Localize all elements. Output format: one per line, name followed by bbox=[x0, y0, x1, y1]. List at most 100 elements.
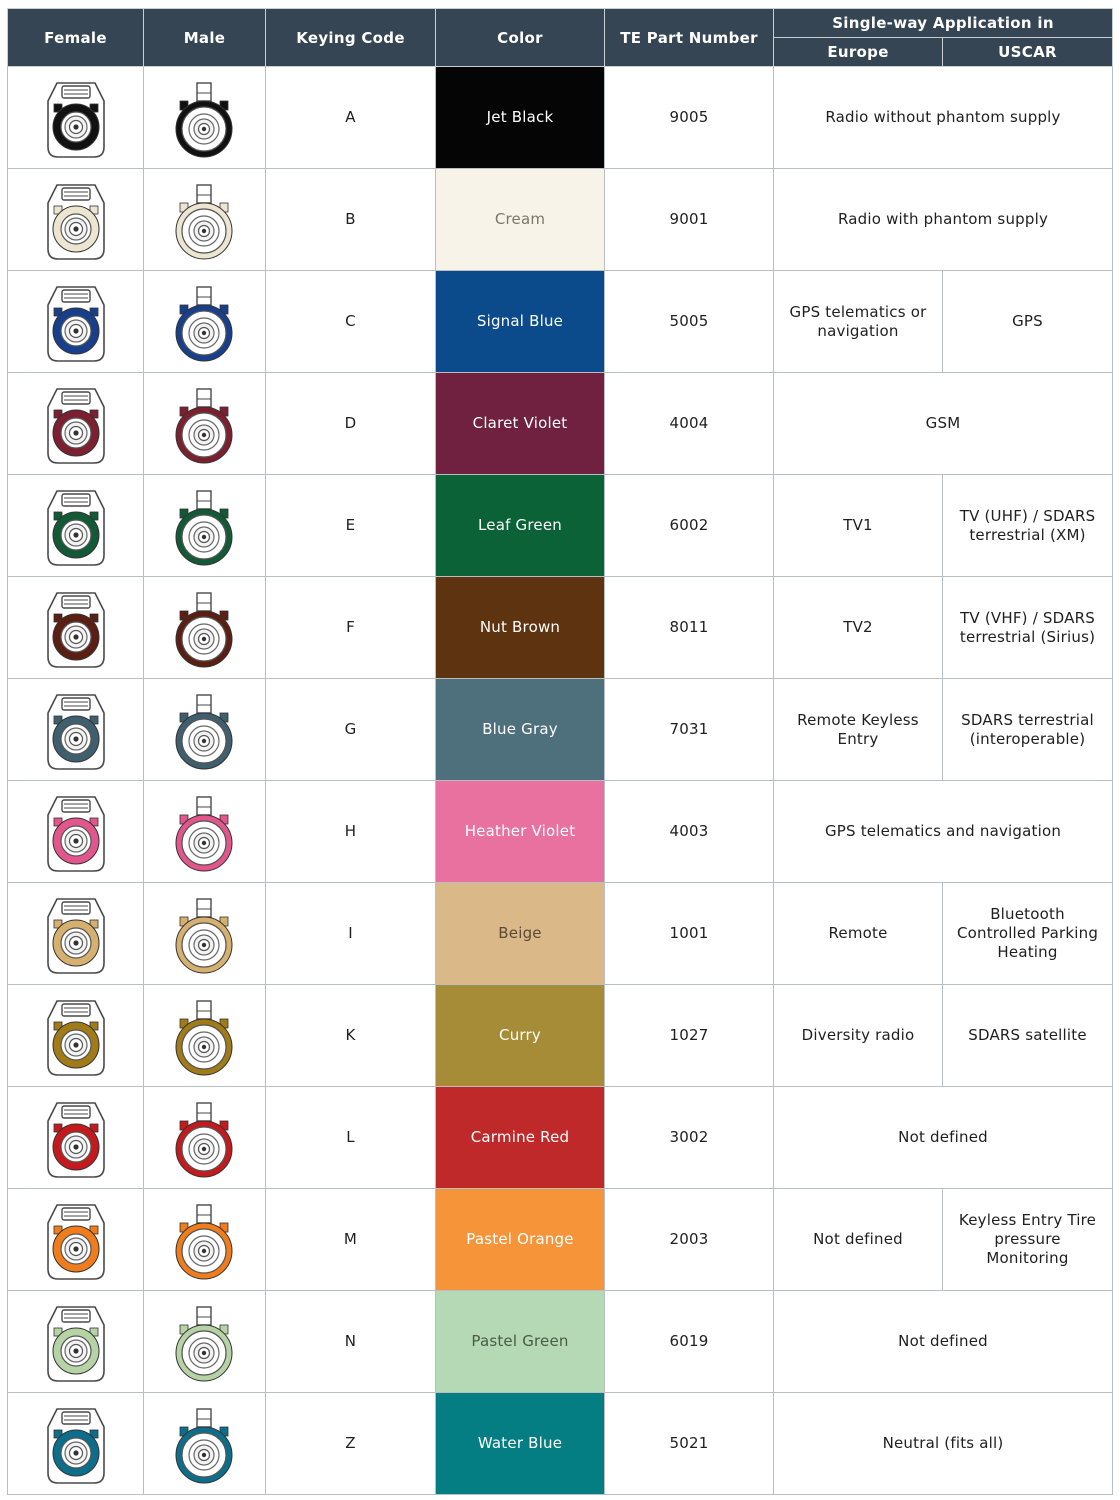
europe-application-cell: Not defined bbox=[773, 1188, 943, 1291]
female-connector-cell bbox=[7, 1086, 144, 1189]
table-row: E Leaf Green 6002 TV1 TV (UHF) / SDARS terre… bbox=[7, 474, 1114, 577]
application-cell: Radio with phantom supply bbox=[772, 168, 1114, 271]
europe-application-cell: Diversity radio bbox=[773, 984, 943, 1087]
male-connector-cell bbox=[143, 882, 266, 985]
application-cell: GPS telematics and navigation bbox=[772, 780, 1114, 883]
male-connector-icon bbox=[175, 387, 232, 463]
keying-code-cell: E bbox=[265, 474, 436, 577]
part-number-cell: 6002 bbox=[604, 474, 774, 577]
male-connector-icon bbox=[175, 183, 232, 259]
color-swatch-cell: Water Blue bbox=[435, 1392, 605, 1495]
color-swatch-cell: Pastel Green bbox=[435, 1290, 605, 1393]
keying-code-cell: N bbox=[265, 1290, 436, 1393]
keying-code-cell: H bbox=[265, 780, 436, 883]
male-connector-cell bbox=[143, 780, 266, 883]
female-connector-cell bbox=[7, 984, 144, 1087]
female-connector-cell bbox=[7, 1188, 144, 1291]
uscar-application-cell: TV (UHF) / SDARS terrestrial (XM) bbox=[941, 474, 1114, 577]
table-row: C Signal Blue 5005 GPS telematics or naviga… bbox=[7, 270, 1114, 373]
keying-code-cell: A bbox=[265, 66, 436, 169]
keying-code-cell: Z bbox=[265, 1392, 436, 1495]
table-row: B Cream 9001 Radio with phantom supply bbox=[7, 168, 1114, 271]
uscar-application-cell: SDARS terrestrial (interoperable) bbox=[941, 678, 1114, 781]
female-connector-cell bbox=[7, 1290, 144, 1393]
application-cell: Not defined bbox=[772, 1086, 1114, 1189]
part-number-cell: 5021 bbox=[604, 1392, 774, 1495]
male-connector-icon bbox=[175, 693, 232, 769]
keying-code-cell: G bbox=[265, 678, 436, 781]
female-connector-icon bbox=[46, 693, 105, 770]
color-swatch-cell: Jet Black bbox=[435, 66, 605, 169]
part-number-cell: 7031 bbox=[604, 678, 774, 781]
table-row: N Pastel Green 6019 Not defined bbox=[7, 1290, 1114, 1393]
keying-code-cell: M bbox=[265, 1188, 436, 1291]
part-number-cell: 4004 bbox=[604, 372, 774, 475]
female-connector-cell bbox=[7, 576, 144, 679]
female-connector-icon bbox=[46, 1203, 105, 1280]
female-connector-icon bbox=[46, 489, 105, 566]
male-connector-cell bbox=[143, 984, 266, 1087]
header-application: Single-way Application in bbox=[772, 8, 1114, 38]
uscar-application-cell: SDARS satellite bbox=[941, 984, 1114, 1087]
header-uscar: USCAR bbox=[941, 37, 1114, 67]
part-number-cell: 1001 bbox=[604, 882, 774, 985]
part-number-cell: 9001 bbox=[604, 168, 774, 271]
color-swatch-cell: Curry bbox=[435, 984, 605, 1087]
application-cell: Not defined bbox=[772, 1290, 1114, 1393]
female-connector-icon bbox=[46, 591, 105, 668]
female-connector-icon bbox=[46, 1305, 105, 1382]
female-connector-icon bbox=[46, 1407, 105, 1484]
uscar-application-cell: TV (VHF) / SDARS terrestrial (Sirius) bbox=[941, 576, 1114, 679]
female-connector-icon bbox=[46, 999, 105, 1076]
male-connector-icon bbox=[175, 897, 232, 973]
table-row: H Heather Violet 4003 GPS telematics and na… bbox=[7, 780, 1114, 883]
header-part-number: TE Part Number bbox=[604, 8, 774, 67]
color-swatch-cell: Pastel Orange bbox=[435, 1188, 605, 1291]
table-row: A Jet Black 9005 Radio without phantom supp… bbox=[7, 66, 1114, 169]
europe-application-cell: GPS telematics or navigation bbox=[773, 270, 943, 373]
application-cell: Radio without phantom supply bbox=[772, 66, 1114, 169]
female-connector-cell bbox=[7, 882, 144, 985]
female-connector-cell bbox=[7, 270, 144, 373]
male-connector-icon bbox=[175, 999, 232, 1075]
europe-application-cell: TV2 bbox=[773, 576, 943, 679]
keying-code-cell: K bbox=[265, 984, 436, 1087]
keying-code-cell: I bbox=[265, 882, 436, 985]
male-connector-icon bbox=[175, 285, 232, 361]
color-swatch-cell: Blue Gray bbox=[435, 678, 605, 781]
header-female: Female bbox=[7, 8, 144, 67]
keying-code-cell: D bbox=[265, 372, 436, 475]
female-connector-cell bbox=[7, 1392, 144, 1495]
male-connector-cell bbox=[143, 168, 266, 271]
header-europe: Europe bbox=[773, 37, 943, 67]
header-color: Color bbox=[435, 8, 605, 67]
table-row: K Curry 1027 Diversity radio SDARS satellite bbox=[7, 984, 1114, 1087]
color-swatch-cell: Cream bbox=[435, 168, 605, 271]
keying-code-cell: F bbox=[265, 576, 436, 679]
male-connector-icon bbox=[175, 1305, 232, 1381]
female-connector-icon bbox=[46, 897, 105, 974]
male-connector-icon bbox=[175, 489, 232, 565]
female-connector-icon bbox=[46, 387, 105, 464]
male-connector-cell bbox=[143, 576, 266, 679]
table-row: L Carmine Red 3002 Not defined bbox=[7, 1086, 1114, 1189]
table-row: G Blue Gray 7031 Remote Keyless Entry SDARS … bbox=[7, 678, 1114, 781]
color-swatch-cell: Claret Violet bbox=[435, 372, 605, 475]
male-connector-cell bbox=[143, 678, 266, 781]
header-keying-code: Keying Code bbox=[265, 8, 436, 67]
part-number-cell: 1027 bbox=[604, 984, 774, 1087]
male-connector-cell bbox=[143, 270, 266, 373]
application-cell: GSM bbox=[772, 372, 1114, 475]
color-swatch-cell: Nut Brown bbox=[435, 576, 605, 679]
table-row: Z Water Blue 5021 Neutral (fits all) bbox=[7, 1392, 1114, 1495]
part-number-cell: 2003 bbox=[604, 1188, 774, 1291]
table-header: Female Male Keying Code Color TE Part Nu… bbox=[7, 8, 1114, 67]
male-connector-icon bbox=[175, 795, 232, 871]
male-connector-icon bbox=[175, 1203, 232, 1279]
female-connector-cell bbox=[7, 372, 144, 475]
female-connector-cell bbox=[7, 780, 144, 883]
uscar-application-cell: GPS bbox=[941, 270, 1114, 373]
color-swatch-cell: Beige bbox=[435, 882, 605, 985]
female-connector-icon bbox=[46, 1101, 105, 1178]
part-number-cell: 9005 bbox=[604, 66, 774, 169]
